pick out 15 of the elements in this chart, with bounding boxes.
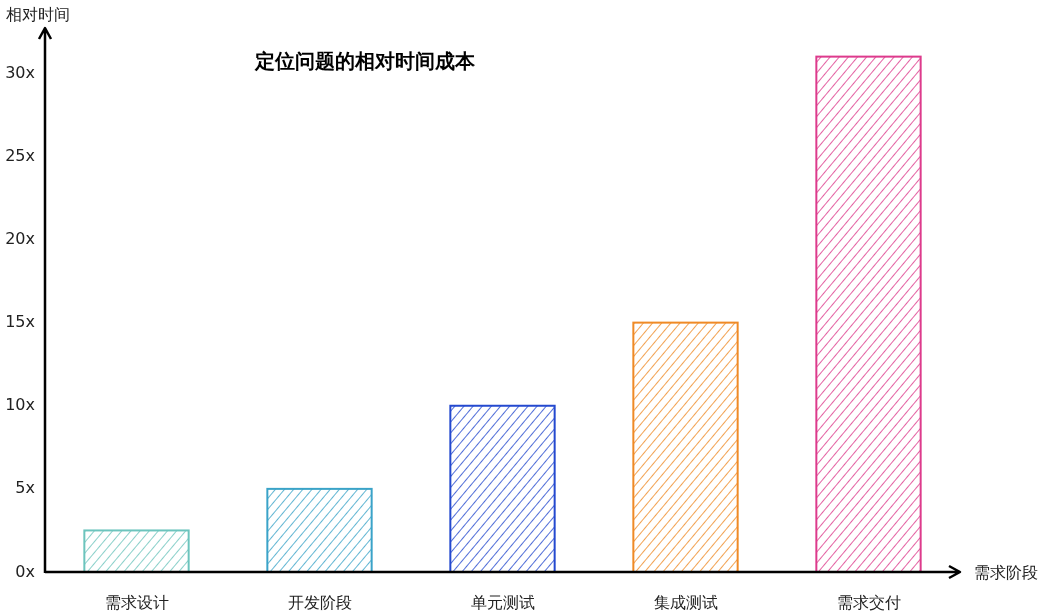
- y-tick-label: 5x: [15, 478, 35, 498]
- y-tick-label: 0x: [15, 561, 35, 581]
- y-tick-label: 25x: [5, 145, 35, 165]
- x-tick-label: 需求设计: [104, 593, 169, 612]
- y-axis-title: 相对时间: [6, 5, 70, 24]
- text: 定位问题的相对时间成本: [254, 49, 476, 73]
- x-tick-label: 需求交付: [836, 593, 901, 612]
- y-tick-label: 20x: [5, 229, 35, 248]
- y-tick-label: 15x: [5, 312, 35, 332]
- y-tick-label: 30x: [5, 62, 35, 82]
- x-tick-label: 单元测试: [470, 593, 535, 612]
- y-tick-label: 10x: [5, 395, 35, 415]
- x-tick-label: 集成测试: [653, 593, 718, 612]
- x-axis-title: 需求阶段: [974, 563, 1038, 582]
- x-tick-label: 开发阶段: [287, 593, 352, 612]
